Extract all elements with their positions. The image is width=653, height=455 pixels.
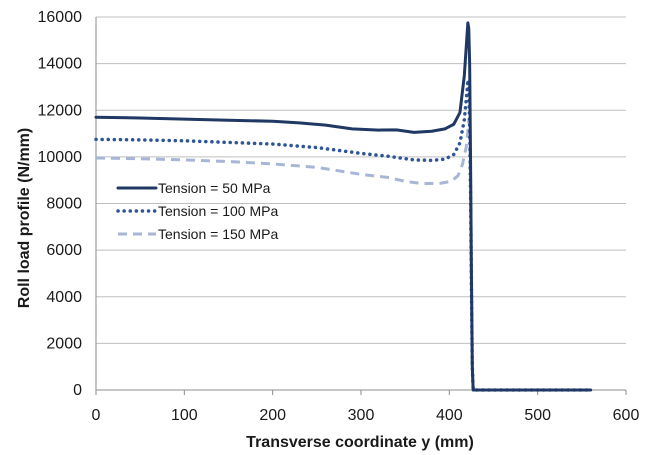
x-tick-label: 400 bbox=[436, 407, 463, 424]
x-tick-label: 300 bbox=[348, 407, 375, 424]
series-line-2 bbox=[94, 78, 593, 392]
x-tick-labels: 0 100 200 300 400 500 600 bbox=[92, 407, 640, 424]
y-tick-label: 16000 bbox=[38, 9, 83, 26]
series-line-3 bbox=[95, 118, 591, 392]
x-tick-label: 600 bbox=[613, 407, 640, 424]
legend: Tension = 50 MPa Tension = 100 MPa Tension… bbox=[116, 180, 278, 242]
x-tick-label: 0 bbox=[92, 407, 101, 424]
x-tick-label: 100 bbox=[171, 407, 198, 424]
legend-label-1: Tension = 50 MPa bbox=[158, 180, 271, 196]
x-tick-label: 200 bbox=[259, 407, 286, 424]
y-tick-label: 4000 bbox=[46, 289, 82, 306]
series-lines bbox=[94, 21, 593, 392]
y-tick-label: 10000 bbox=[38, 149, 83, 166]
y-tick-label: 8000 bbox=[46, 196, 82, 213]
legend-label-3: Tension = 150 MPa bbox=[158, 226, 278, 242]
y-tick-label: 14000 bbox=[38, 56, 83, 73]
series-line-1 bbox=[94, 21, 593, 392]
y-tick-labels: 0 2000 4000 6000 8000 10000 12000 14000 16000 bbox=[38, 9, 83, 399]
x-axis-title: Transverse coordinate y (mm) bbox=[246, 434, 474, 451]
y-tick-label: 2000 bbox=[46, 335, 82, 352]
y-tick-label: 0 bbox=[73, 382, 82, 399]
legend-label-2: Tension = 100 MPa bbox=[158, 203, 278, 219]
y-tick-label: 6000 bbox=[46, 242, 82, 259]
x-tick-label: 500 bbox=[524, 407, 551, 424]
y-tick-label: 12000 bbox=[38, 102, 83, 119]
gridlines bbox=[96, 16, 626, 344]
y-axis-title: Roll load profile (N/mm) bbox=[16, 128, 33, 308]
